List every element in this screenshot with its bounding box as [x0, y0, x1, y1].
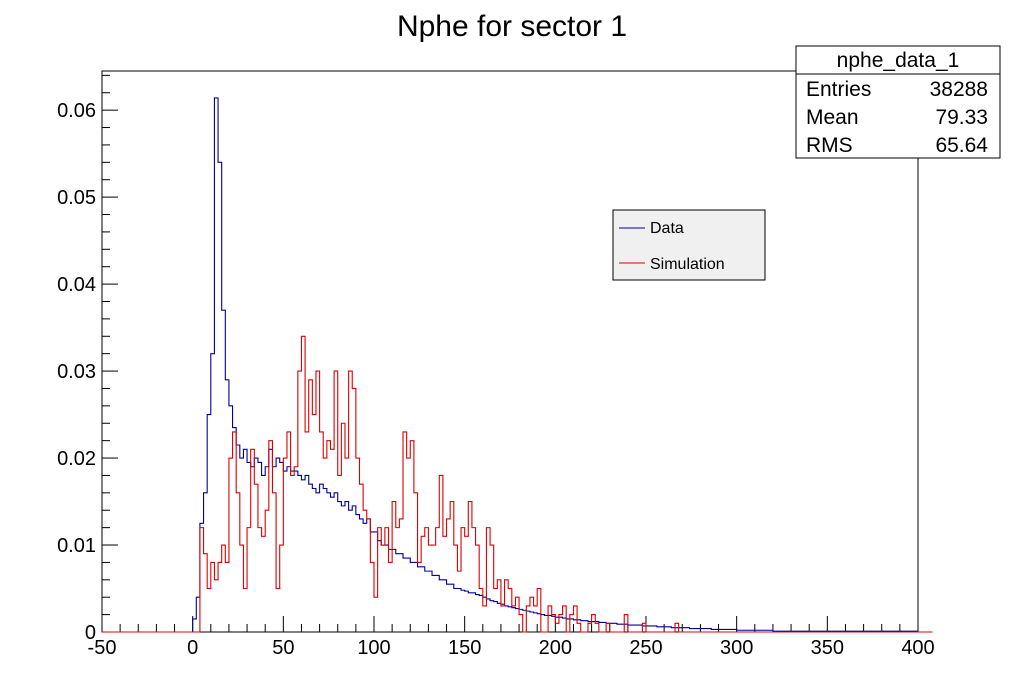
x-axis: -50 0 50 100 150 200 250 300 350 400 — [88, 616, 935, 659]
y-tick-label: 0 — [85, 622, 96, 644]
x-tick-label: 250 — [629, 637, 662, 659]
y-axis: 0 0.01 0.02 0.03 0.04 0.05 0.06 — [57, 74, 118, 644]
y-tick-label: 0.01 — [57, 535, 96, 557]
stats-box-frame — [795, 45, 1001, 159]
stats-box: nphe_data_1 Entries 38288 Mean 79.33 RMS… — [795, 45, 1001, 159]
legend-label-simulation: Simulation — [650, 256, 725, 273]
chart-title: Nphe for sector 1 — [397, 10, 627, 43]
plot-frame — [101, 70, 919, 633]
legend: Data Simulation — [612, 209, 766, 281]
x-tick-label: 50 — [272, 637, 294, 659]
y-tick-label: 0.04 — [57, 274, 96, 296]
x-tick-label: 350 — [811, 637, 844, 659]
x-tick-label: -50 — [88, 637, 117, 659]
stats-mean-value: 79.33 — [935, 106, 988, 129]
stats-box-title: nphe_data_1 — [837, 49, 960, 72]
stats-rms-value: 65.64 — [935, 134, 988, 157]
x-tick-label: 0 — [187, 637, 198, 659]
legend-box — [612, 209, 766, 281]
series-data-histogram — [102, 97, 918, 633]
series-simulation-histogram — [102, 335, 933, 633]
stats-mean-label: Mean — [806, 106, 859, 129]
stats-entries-value: 38288 — [930, 78, 988, 101]
series-layer — [102, 97, 933, 633]
y-tick-label: 0.03 — [57, 361, 96, 383]
y-tick-label: 0.05 — [57, 187, 96, 209]
x-tick-label: 300 — [720, 637, 753, 659]
x-tick-label: 200 — [539, 637, 572, 659]
legend-label-data: Data — [650, 220, 684, 237]
stats-entries-label: Entries — [806, 78, 871, 101]
x-tick-label: 400 — [901, 637, 934, 659]
y-tick-label: 0.02 — [57, 448, 96, 470]
x-tick-label: 100 — [357, 637, 390, 659]
y-tick-label: 0.06 — [57, 100, 96, 122]
stats-rms-label: RMS — [806, 134, 853, 157]
x-tick-label: 150 — [448, 637, 481, 659]
